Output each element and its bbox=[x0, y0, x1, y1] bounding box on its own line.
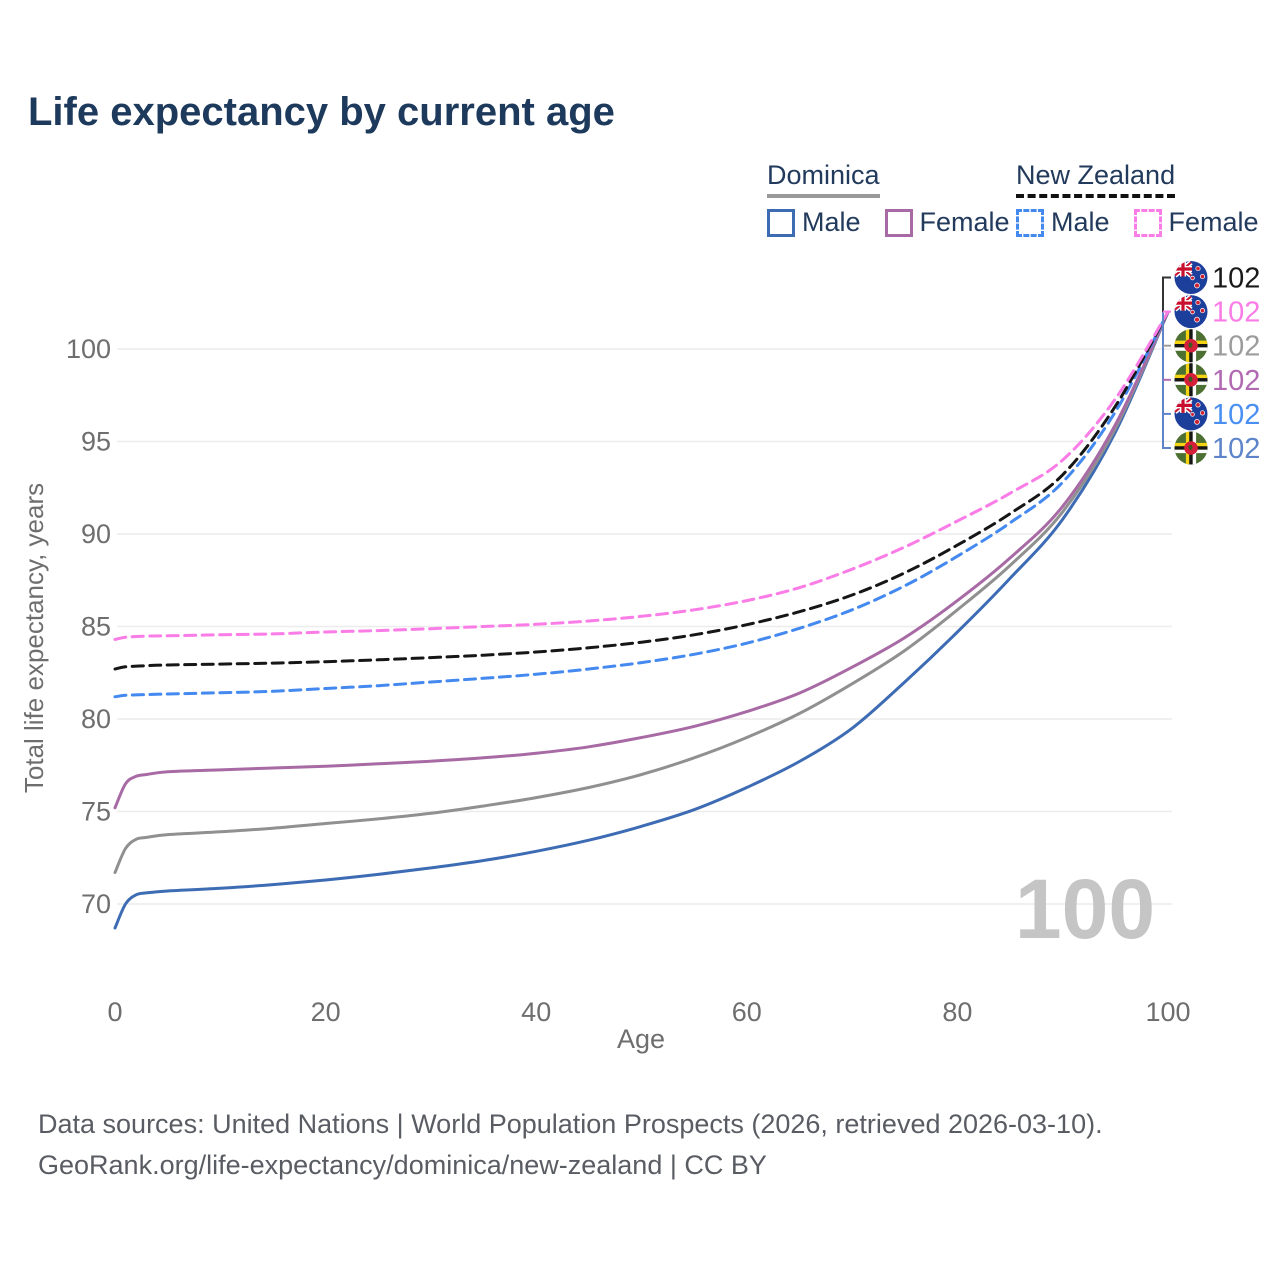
series-line-new-zealand-total bbox=[113, 310, 1170, 671]
end-value-label: 102 bbox=[1212, 399, 1260, 431]
y-tick-label: 90 bbox=[81, 519, 111, 549]
new-zealand-flag-icon bbox=[1174, 295, 1208, 329]
x-tick-label: 80 bbox=[942, 997, 972, 1027]
x-axis-title: Age bbox=[617, 1024, 665, 1054]
legend-label-new-zealand-female: Female bbox=[1168, 207, 1259, 237]
new-zealand-flag-icon bbox=[1174, 261, 1208, 295]
series-line-dominica-total bbox=[113, 310, 1170, 874]
dominica-flag-icon bbox=[1174, 431, 1208, 465]
footer-data-sources: Data sources: United Nations | World Pop… bbox=[38, 1109, 1103, 1139]
dominica-flag-icon bbox=[1174, 363, 1208, 397]
dominica-flag-icon bbox=[1174, 329, 1208, 363]
end-value-label: 102 bbox=[1212, 297, 1260, 329]
legend-swatch-new-zealand-male bbox=[1016, 208, 1044, 237]
legend-swatch-dominica-female bbox=[884, 208, 913, 237]
series-line-new-zealand-male bbox=[113, 310, 1170, 699]
legend-group-new-zealand: New Zealand Male Female bbox=[1016, 160, 1259, 238]
end-value-label: 102 bbox=[1212, 263, 1260, 295]
legend-label-dominica-male: Male bbox=[802, 207, 861, 237]
legend-label-new-zealand-male: Male bbox=[1051, 207, 1110, 237]
x-tick-label: 40 bbox=[521, 997, 551, 1027]
y-tick-label: 75 bbox=[81, 797, 111, 827]
y-tick-label: 95 bbox=[81, 427, 111, 457]
series-line-new-zealand-female bbox=[113, 310, 1170, 641]
footer-attribution-link: GeoRank.org/life-expectancy/dominica/new… bbox=[38, 1150, 767, 1180]
legend-group-dominica: Dominica Male Female bbox=[767, 160, 1010, 238]
chart-title: Life expectancy by current age bbox=[28, 90, 615, 134]
legend-country-new-zealand: New Zealand bbox=[1016, 160, 1176, 198]
end-label-connector bbox=[1162, 312, 1171, 449]
legend-country-dominica: Dominica bbox=[767, 160, 880, 198]
y-axis-title: Total life expectancy, years bbox=[19, 483, 49, 793]
x-tick-label: 20 bbox=[311, 997, 341, 1027]
legend-swatch-new-zealand-female bbox=[1133, 208, 1162, 237]
footer: Data sources: United Nations | World Pop… bbox=[38, 1104, 1103, 1186]
x-tick-label: 0 bbox=[107, 997, 122, 1027]
age-watermark: 100 bbox=[1015, 862, 1155, 956]
series-line-dominica-male bbox=[113, 310, 1170, 930]
y-tick-label: 100 bbox=[66, 334, 111, 364]
x-tick-label: 100 bbox=[1145, 997, 1190, 1027]
new-zealand-flag-icon bbox=[1174, 397, 1208, 431]
end-value-label: 102 bbox=[1212, 365, 1260, 397]
x-tick-label: 60 bbox=[732, 997, 762, 1027]
end-label-connector bbox=[1162, 276, 1171, 312]
y-tick-label: 70 bbox=[81, 889, 111, 919]
series-line-dominica-female bbox=[113, 310, 1170, 810]
y-tick-label: 80 bbox=[81, 704, 111, 734]
end-value-label: 102 bbox=[1212, 331, 1260, 363]
end-value-label: 102 bbox=[1212, 433, 1260, 465]
legend-label-dominica-female: Female bbox=[919, 207, 1010, 237]
y-tick-label: 85 bbox=[81, 612, 111, 642]
legend-swatch-dominica-male bbox=[767, 208, 795, 237]
